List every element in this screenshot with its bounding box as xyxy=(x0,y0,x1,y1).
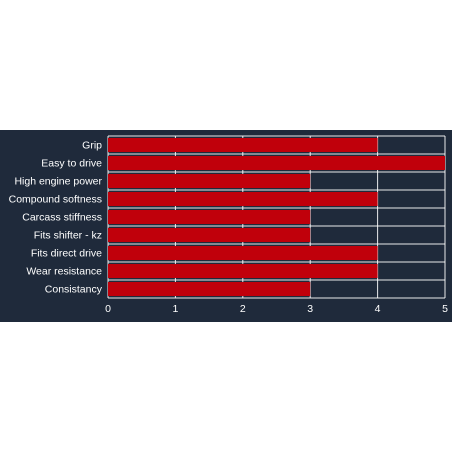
bar xyxy=(108,264,378,278)
category-label: Consistancy xyxy=(45,284,103,296)
bar xyxy=(108,156,445,170)
category-label: Easy to drive xyxy=(41,158,102,170)
x-tick-label: 5 xyxy=(442,303,448,315)
category-label: Carcass stiffness xyxy=(22,212,102,224)
chart-panel: Grip Easy to drive High engine power Compou… xyxy=(0,130,452,322)
bar xyxy=(108,282,311,296)
category-label: Fits direct drive xyxy=(31,248,102,260)
bar xyxy=(108,174,311,188)
x-tick-label: 0 xyxy=(105,303,111,315)
category-label: Grip xyxy=(82,140,102,152)
category-label: Fits shifter - kz xyxy=(34,230,102,242)
x-tick-label: 3 xyxy=(307,303,313,315)
bar xyxy=(108,246,378,260)
bar xyxy=(108,192,378,206)
bar xyxy=(108,228,311,242)
horizontal-bar-chart: Grip Easy to drive High engine power Compou… xyxy=(9,135,448,315)
x-tick-label: 4 xyxy=(375,303,381,315)
category-label: Wear resistance xyxy=(26,266,102,278)
bar xyxy=(108,210,311,224)
category-label: Compound softness xyxy=(9,194,102,206)
x-tick-label: 2 xyxy=(240,303,246,315)
x-tick-label: 1 xyxy=(172,303,178,315)
category-label: High engine power xyxy=(14,176,102,188)
bar xyxy=(108,138,378,152)
